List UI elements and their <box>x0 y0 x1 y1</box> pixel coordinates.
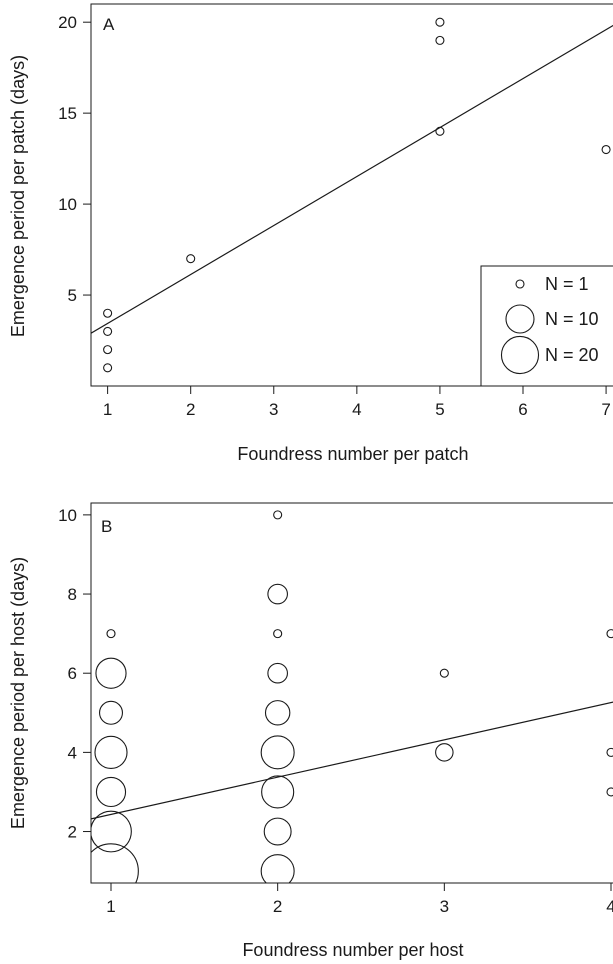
x-tick-label-b-1: 1 <box>106 897 115 916</box>
point-b-x1-y4 <box>94 735 128 769</box>
point-b-x2-y7 <box>273 629 283 639</box>
point-b-x2-y10 <box>273 510 283 520</box>
y-tick-label-b-6: 6 <box>68 664 77 683</box>
x-tick-label-a-6: 6 <box>518 400 527 419</box>
x-tick-label-a-1: 1 <box>103 400 112 419</box>
legend-symbol-n20 <box>500 335 540 375</box>
legend-symbol-n1 <box>515 279 525 289</box>
point-b-x2-y4 <box>260 735 295 770</box>
plot-frame-a <box>90 3 613 387</box>
x-axis-label-a: Foundress number per patch <box>237 444 468 464</box>
y-tick-label-b-8: 8 <box>68 585 77 604</box>
legend-symbol-n10 <box>505 304 535 334</box>
x-tick-label-b-3: 3 <box>440 897 449 916</box>
point-b-x1-y5 <box>98 700 124 725</box>
legend-label-n10: N = 10 <box>545 309 599 329</box>
point-b-x4-y3 <box>606 787 613 797</box>
x-axis-label-b: Foundress number per host <box>242 940 463 960</box>
point-a-x1-y1 <box>103 363 113 373</box>
point-b-x1-y2 <box>91 810 132 853</box>
point-a-x7-y13 <box>601 144 611 155</box>
point-a-x2-y7 <box>186 254 196 264</box>
point-b-x1-y7 <box>106 629 116 639</box>
point-b-x4-y7 <box>606 629 613 639</box>
point-b-x3-y6 <box>439 668 449 678</box>
y-tick-label-a-15: 15 <box>58 104 77 123</box>
panel-label-b: B <box>101 517 112 536</box>
point-b-x2-y2 <box>263 817 292 846</box>
point-a-x1-y3 <box>103 326 113 336</box>
x-tick-label-a-7: 7 <box>601 400 610 419</box>
x-tick-label-a-5: 5 <box>435 400 444 419</box>
point-a-x5-y19 <box>435 35 445 45</box>
x-axis-b: 1 2 3 4 <box>106 883 613 916</box>
point-b-x1-y1 <box>91 843 139 883</box>
point-a-x1-y4 <box>103 308 113 318</box>
x-axis-a: 1 2 3 4 5 6 7 <box>103 386 611 419</box>
point-b-x2-y8 <box>267 583 288 605</box>
y-tick-label-b-2: 2 <box>68 823 77 842</box>
point-b-x1-y6 <box>95 657 127 689</box>
y-tick-label-a-20: 20 <box>58 13 77 32</box>
y-axis-label-b: Emergence period per host (days) <box>8 557 28 829</box>
point-a-x1-y2 <box>103 345 113 355</box>
legend-label-n20: N = 20 <box>545 345 599 365</box>
panel-label-a: A <box>103 15 115 34</box>
point-a-x5-y14 <box>435 126 445 136</box>
marks-b <box>91 510 613 883</box>
plot-frame-b <box>90 502 613 884</box>
y-axis-label-a: Emergence period per patch (days) <box>8 55 28 337</box>
y-tick-label-a-10: 10 <box>58 195 77 214</box>
y-tick-label-b-4: 4 <box>68 743 77 762</box>
point-b-x2-y1 <box>260 854 295 883</box>
legend-box <box>480 265 613 387</box>
y-axis-b: 2 4 6 8 10 <box>58 506 91 842</box>
point-b-x2-y3 <box>261 775 295 809</box>
point-b-x1-y3 <box>95 776 127 808</box>
point-b-x2-y6 <box>267 662 288 684</box>
legend: N = 1 N = 10 N = 20 <box>480 265 613 387</box>
x-tick-label-a-2: 2 <box>186 400 195 419</box>
point-b-x2-y5 <box>264 700 291 726</box>
y-axis-a: 5 10 15 20 <box>58 13 91 305</box>
fit-line-a <box>91 24 613 334</box>
y-tick-label-b-10: 10 <box>58 506 77 525</box>
point-b-x4-y4 <box>606 747 613 757</box>
y-tick-label-a-5: 5 <box>68 286 77 305</box>
x-tick-label-a-3: 3 <box>269 400 278 419</box>
point-b-x3-y4 <box>435 743 454 762</box>
marks-a <box>91 17 613 373</box>
x-tick-label-b-4: 4 <box>606 897 613 916</box>
point-a-x5-y20 <box>435 17 445 27</box>
x-tick-label-b-2: 2 <box>273 897 282 916</box>
fit-line-b <box>91 701 613 820</box>
legend-label-n1: N = 1 <box>545 274 589 294</box>
panel-a: A 1 2 3 4 5 6 7 5 10 15 20 Foundress number per p… <box>8 3 613 464</box>
x-tick-label-a-4: 4 <box>352 400 361 419</box>
